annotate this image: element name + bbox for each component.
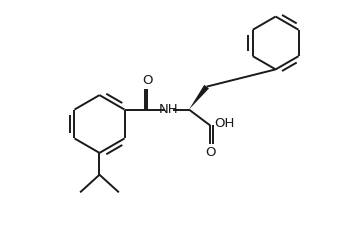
Text: O: O	[205, 146, 215, 159]
Text: OH: OH	[215, 117, 235, 130]
Text: NH: NH	[159, 103, 178, 116]
Polygon shape	[189, 85, 209, 110]
Text: O: O	[142, 74, 153, 87]
